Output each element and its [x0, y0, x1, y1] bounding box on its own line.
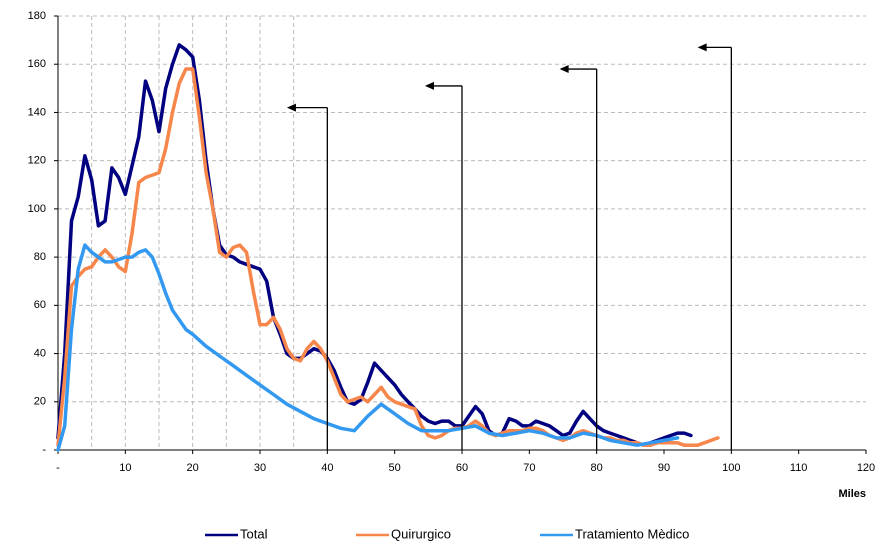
- x-tick-label: 20: [187, 462, 199, 474]
- x-tick-label: 60: [456, 462, 468, 474]
- x-tick-label: 40: [321, 462, 333, 474]
- y-tick-label: 60: [34, 299, 46, 311]
- y-tick-label: -: [42, 444, 46, 456]
- y-tick-label: 40: [34, 347, 46, 359]
- series-line: [56, 43, 693, 447]
- legend-label: Total: [240, 526, 268, 541]
- y-tick-label: 140: [28, 106, 46, 118]
- x-tick-label: 100: [722, 462, 740, 474]
- y-tick-label: 80: [34, 251, 46, 263]
- x-axis-label: Miles: [838, 488, 866, 500]
- x-tick-label: 90: [658, 462, 670, 474]
- x-tick-label: 30: [254, 462, 266, 474]
- series-line: [56, 243, 680, 452]
- x-tick-label: 110: [790, 462, 808, 474]
- x-tick-label: 80: [591, 462, 603, 474]
- x-tick-label: 70: [523, 462, 535, 474]
- y-tick-label: 180: [28, 10, 46, 22]
- arrow-head: [424, 81, 434, 90]
- legend-label: Tratamiento Mèdico: [575, 526, 689, 541]
- y-tick-label: 160: [28, 58, 46, 70]
- arrow-head: [697, 43, 707, 52]
- y-tick-label: 100: [28, 203, 46, 215]
- x-tick-label: 10: [119, 462, 131, 474]
- y-tick-label: 20: [34, 396, 46, 408]
- x-tick-label: 120: [857, 462, 875, 474]
- x-tick-label: 50: [389, 462, 401, 474]
- y-tick-label: 120: [28, 155, 46, 167]
- x-tick-label: -: [56, 462, 60, 474]
- arrow-head: [286, 103, 296, 112]
- legend-label: Quirurgico: [391, 526, 451, 541]
- arrow-head: [559, 65, 569, 74]
